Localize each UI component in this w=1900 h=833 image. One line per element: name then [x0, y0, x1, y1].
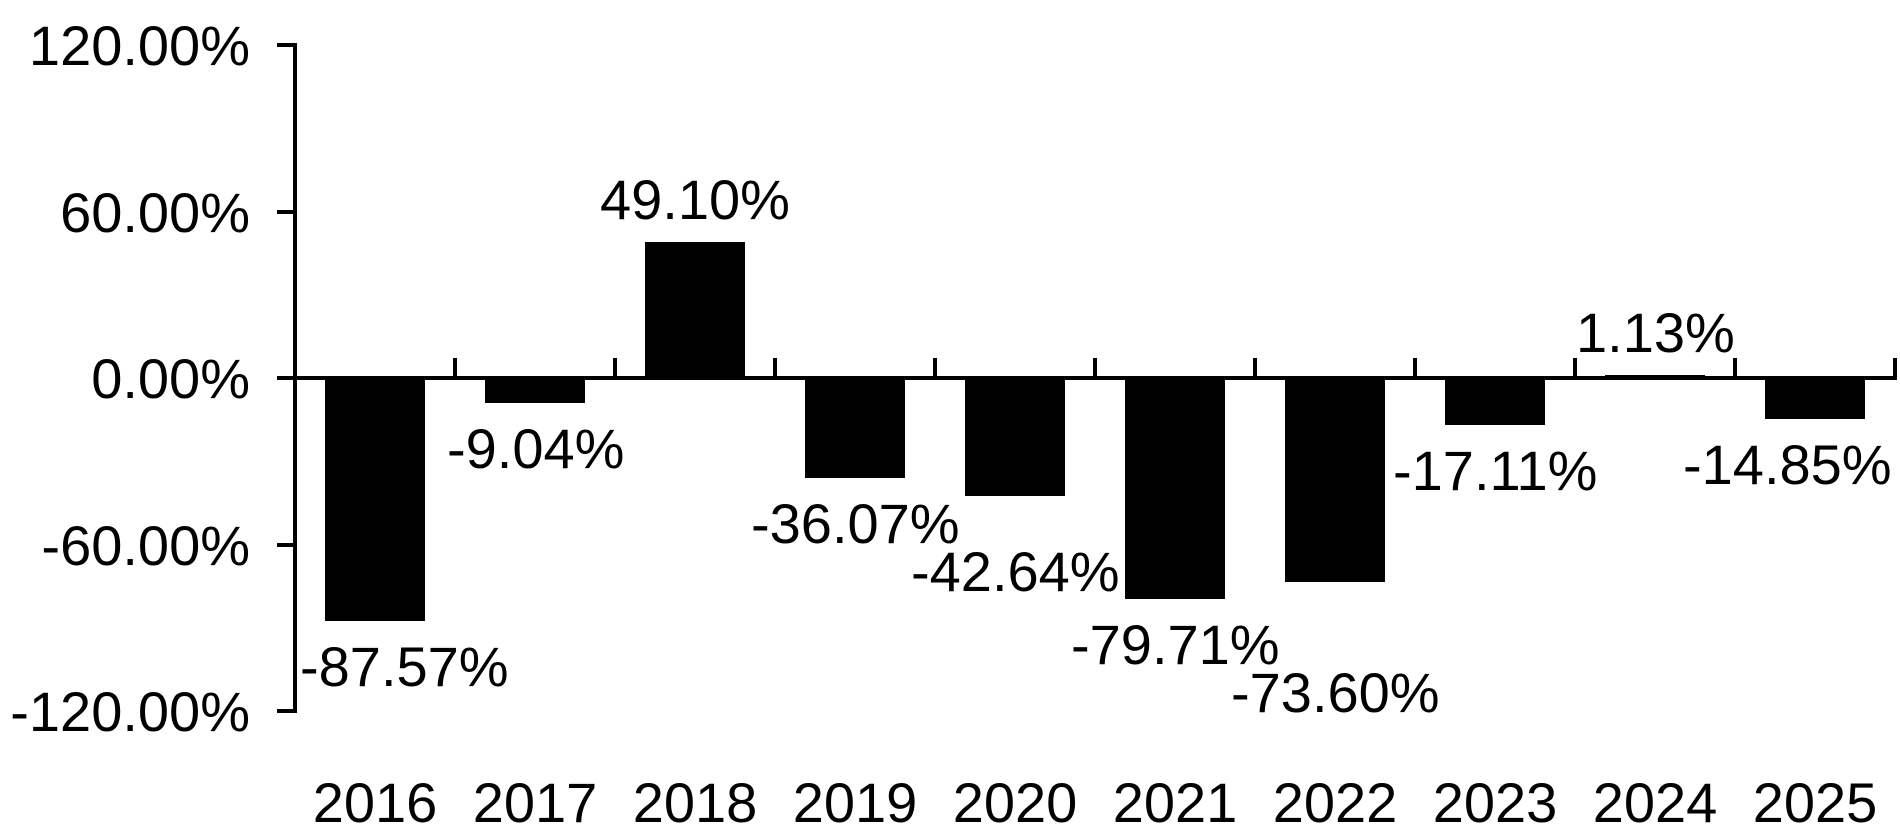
x-axis-tick [1573, 358, 1577, 378]
bar-2021 [1125, 378, 1225, 599]
x-tick-label: 2019 [792, 771, 918, 833]
x-tick-label: 2020 [952, 771, 1078, 833]
x-tick-label: 2018 [632, 771, 758, 833]
x-axis-tick [453, 358, 457, 378]
bar-2023 [1445, 378, 1545, 425]
x-tick-label: 2025 [1752, 771, 1878, 833]
y-axis-tick [277, 543, 295, 547]
data-label: -79.71% [1071, 613, 1280, 676]
bar-2020 [965, 378, 1065, 496]
y-tick-label: -60.00% [41, 514, 250, 577]
bar-2018 [645, 242, 745, 378]
x-tick-label: 2023 [1432, 771, 1558, 833]
x-axis-tick [1733, 358, 1737, 378]
y-axis-tick [277, 43, 295, 47]
y-tick-label: -120.00% [10, 680, 250, 743]
bar-2024 [1605, 375, 1705, 378]
data-label: -9.04% [447, 417, 625, 480]
y-tick-label: 120.00% [28, 14, 250, 77]
x-axis-tick [1893, 358, 1897, 378]
x-axis-tick [1093, 358, 1097, 378]
bar-2025 [1765, 378, 1865, 419]
bar-2022 [1285, 378, 1385, 582]
x-axis-tick [933, 358, 937, 378]
data-label: -14.85% [1683, 433, 1892, 496]
bar-2016 [325, 378, 425, 621]
x-axis-tick [613, 358, 617, 378]
bar-2019 [805, 378, 905, 478]
y-axis-tick [277, 210, 295, 214]
x-tick-label: 2022 [1272, 771, 1398, 833]
x-tick-label: 2017 [472, 771, 598, 833]
x-axis-tick [1413, 358, 1417, 378]
y-tick-label: 60.00% [60, 181, 250, 244]
data-label: -87.57% [300, 635, 509, 698]
x-tick-label: 2021 [1112, 771, 1238, 833]
x-tick-label: 2016 [312, 771, 438, 833]
data-label: 49.10% [600, 168, 790, 231]
x-tick-label: 2024 [1592, 771, 1718, 833]
data-label: -73.60% [1231, 661, 1440, 724]
data-label: -36.07% [751, 492, 960, 555]
x-axis-tick [773, 358, 777, 378]
data-label: -17.11% [1393, 439, 1598, 502]
data-label: 1.13% [1576, 301, 1735, 364]
x-axis-tick [1253, 358, 1257, 378]
y-axis-tick [277, 709, 295, 713]
x-axis-line [277, 376, 1897, 380]
data-label: -42.64% [911, 540, 1120, 603]
bar-2017 [485, 378, 585, 403]
y-tick-label: 0.00% [91, 347, 250, 410]
